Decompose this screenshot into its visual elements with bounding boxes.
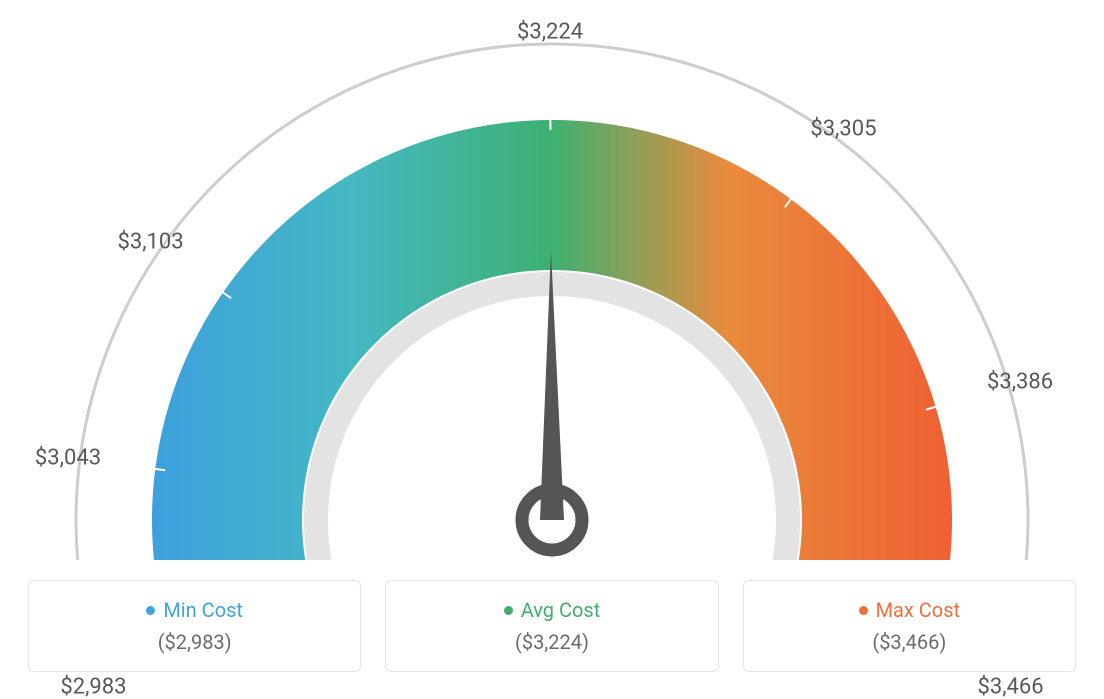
legend-max-value: ($3,466) [872,630,946,654]
legend-min-top: Min Cost [146,598,243,622]
gauge-svg [0,0,1104,560]
legend-avg-label: Avg Cost [521,598,601,622]
legend-avg-value: ($3,224) [515,630,589,654]
legend-min-value: ($2,983) [158,630,232,654]
legend-card-min: Min Cost ($2,983) [28,580,361,672]
legend-max-label: Max Cost [876,598,961,622]
gauge-tick-label: $3,386 [987,369,1053,394]
gauge-tick-label: $3,305 [810,116,876,141]
legend-min-dot [146,606,155,615]
legend-card-avg: Avg Cost ($3,224) [385,580,718,672]
gauge-tick-label: $3,043 [35,445,101,470]
gauge-tick-label: $3,103 [118,230,184,255]
legend-max-dot [859,606,868,615]
legend-row: Min Cost ($2,983) Avg Cost ($3,224) Max … [0,580,1104,690]
gauge-chart: $2,983$3,043$3,103$3,224$3,305$3,386$3,4… [0,0,1104,560]
legend-card-max: Max Cost ($3,466) [743,580,1076,672]
gauge-tick-label: $3,224 [517,20,583,45]
legend-min-label: Min Cost [163,598,243,622]
legend-max-top: Max Cost [859,598,961,622]
legend-avg-dot [504,606,513,615]
legend-avg-top: Avg Cost [504,598,601,622]
